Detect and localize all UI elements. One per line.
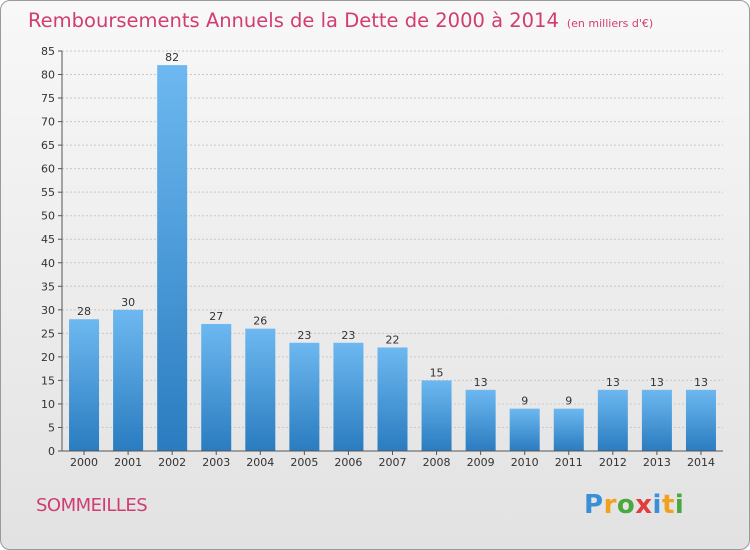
bars: 28 30 82 27 26 23 23 22 15 13 9 9 13 13 13: [69, 51, 716, 451]
bar: [509, 408, 540, 451]
y-tick-label: 35: [41, 280, 55, 293]
data-label: 9: [521, 395, 528, 408]
y-tick-label: 50: [41, 210, 55, 223]
data-label: 23: [297, 329, 311, 342]
data-label: 9: [565, 395, 572, 408]
y-tick-label: 75: [41, 92, 55, 105]
y-tick-label: 30: [41, 304, 55, 317]
x-tick-label: 2001: [114, 456, 142, 469]
bar: [289, 342, 320, 451]
y-tick-label: 80: [41, 69, 55, 82]
bar: [553, 408, 584, 451]
bar: [421, 380, 452, 451]
y-tick-label: 5: [48, 421, 55, 434]
x-tick-label: 2000: [70, 456, 98, 469]
logo-letter: i: [652, 490, 662, 520]
data-label: 13: [606, 376, 620, 389]
x-tick-label: 2011: [555, 456, 583, 469]
logo-letter: x: [635, 490, 653, 520]
y-tick-label: 45: [41, 233, 55, 246]
y-tick-label: 40: [41, 257, 55, 270]
logo-letter: o: [616, 490, 636, 520]
bar: [333, 342, 364, 451]
data-label: 13: [694, 376, 708, 389]
y-tick-label: 20: [41, 351, 55, 364]
x-tick-label: 2007: [379, 456, 407, 469]
bar: [157, 65, 188, 451]
bar: [465, 389, 496, 451]
x-tick-label: 2004: [246, 456, 274, 469]
logo-letter: P: [584, 490, 604, 520]
x-tick-label: 2003: [202, 456, 230, 469]
commune-name: SOMMEILLES: [36, 495, 148, 516]
chart-title: Remboursements Annuels de la Dette de 20…: [28, 9, 653, 32]
y-tick-label: 70: [41, 116, 55, 129]
data-label: 13: [650, 376, 664, 389]
bar: [641, 389, 672, 451]
title-text: Remboursements Annuels de la Dette de 20…: [28, 9, 559, 32]
y-tick-label: 15: [41, 374, 55, 387]
y-tick-label: 60: [41, 163, 55, 176]
x-tick-label: 2012: [599, 456, 627, 469]
logo-letter: i: [674, 490, 685, 520]
data-label: 26: [253, 315, 267, 328]
bar: [201, 323, 232, 451]
x-tick-label: 2009: [467, 456, 495, 469]
bar: [245, 328, 276, 451]
bar: [113, 309, 144, 451]
data-label: 27: [209, 310, 223, 323]
y-tick-label: 25: [41, 327, 55, 340]
x-tick-label: 2002: [158, 456, 186, 469]
x-tick-label: 2010: [511, 456, 539, 469]
y-tick-label: 0: [48, 445, 55, 458]
y-tick-label: 65: [41, 139, 55, 152]
unit-label: (en milliers d'€): [566, 17, 654, 30]
data-label: 30: [121, 296, 135, 309]
y-tick-label: 85: [41, 45, 55, 58]
bar: [377, 347, 408, 451]
proxiti-logo: Proxiti: [584, 490, 684, 520]
x-tick-label: 2005: [290, 456, 318, 469]
y-tick-label: 10: [41, 398, 55, 411]
data-label: 23: [341, 329, 355, 342]
bar: [685, 389, 716, 451]
data-label: 82: [165, 51, 179, 64]
x-tick-label: 2013: [643, 456, 671, 469]
bar: [69, 319, 100, 451]
data-label: 22: [386, 333, 400, 346]
data-label: 28: [77, 305, 91, 318]
axes: 0 5 10 15 20 25 30 35 40 45 50 55 60 65 70 75 80 85 2000 20…: [41, 45, 723, 469]
x-tick-label: 2014: [687, 456, 715, 469]
x-tick-label: 2008: [423, 456, 451, 469]
data-label: 15: [430, 366, 444, 379]
y-tick-label: 55: [41, 186, 55, 199]
x-tick-label: 2006: [334, 456, 362, 469]
logo-letter: r: [603, 490, 617, 520]
data-label: 13: [474, 376, 488, 389]
logo-letter: t: [661, 490, 675, 520]
bar: [597, 389, 628, 451]
